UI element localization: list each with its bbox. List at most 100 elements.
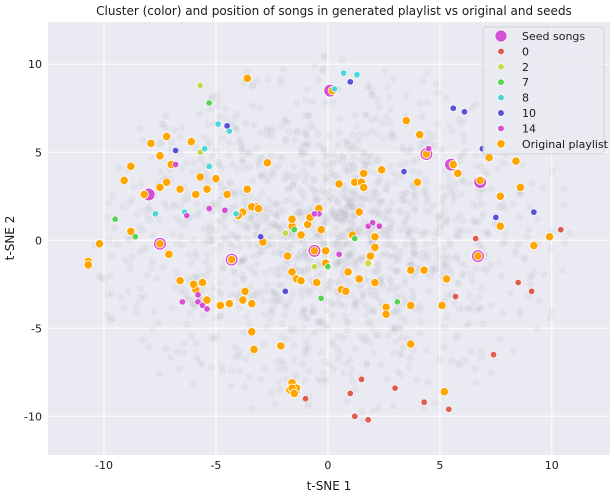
background-song-point <box>335 258 343 266</box>
background-song-point <box>169 202 177 211</box>
background-song-point <box>337 217 346 226</box>
background-song-point <box>140 292 148 301</box>
background-song-point <box>205 227 213 235</box>
original-playlist-point <box>354 274 364 284</box>
background-song-point <box>362 337 370 345</box>
background-song-point <box>409 158 417 166</box>
background-song-point <box>268 309 276 317</box>
background-song-point <box>460 116 468 125</box>
background-song-point <box>298 253 306 261</box>
background-song-point <box>328 337 337 345</box>
background-song-point <box>115 164 123 172</box>
background-song-point <box>281 169 289 178</box>
original-playlist-point <box>155 182 165 193</box>
cluster-10-point <box>460 108 468 116</box>
background-song-point <box>559 266 567 275</box>
background-song-point <box>282 137 290 145</box>
background-song-point <box>394 267 402 276</box>
background-song-point <box>341 254 349 263</box>
background-song-point <box>167 354 175 362</box>
background-song-point <box>210 335 218 343</box>
background-song-point <box>230 191 239 199</box>
original-playlist-point <box>312 277 322 288</box>
background-song-point <box>126 199 134 207</box>
original-playlist-point <box>175 276 185 286</box>
background-song-point <box>240 329 248 337</box>
original-playlist-point <box>439 387 449 397</box>
y-tick-label: 5 <box>35 146 42 159</box>
background-song-point <box>345 146 354 154</box>
background-song-point <box>287 241 295 249</box>
background-song-point <box>487 301 495 310</box>
background-song-point <box>442 251 450 259</box>
background-song-point <box>145 205 153 214</box>
background-song-point <box>465 305 473 313</box>
background-song-point <box>440 259 448 267</box>
background-song-point <box>299 238 307 246</box>
background-song-point <box>329 251 338 259</box>
background-song-point <box>424 255 432 263</box>
background-song-point <box>238 271 246 280</box>
background-song-point <box>278 122 286 130</box>
background-song-point <box>276 153 284 161</box>
background-song-point <box>200 225 208 233</box>
background-song-point <box>105 236 113 244</box>
background-song-point <box>303 133 311 141</box>
background-song-point <box>434 88 442 97</box>
background-song-point <box>413 376 421 384</box>
background-song-point <box>307 161 315 169</box>
background-song-point <box>268 220 276 228</box>
original-playlist-point <box>441 274 452 284</box>
background-song-point <box>339 153 348 161</box>
background-song-point <box>281 301 289 309</box>
background-song-point <box>268 233 276 241</box>
background-song-point <box>313 232 321 241</box>
background-song-point <box>373 204 382 212</box>
background-song-point <box>454 226 462 234</box>
background-song-point <box>341 163 350 172</box>
background-song-point <box>409 247 418 256</box>
background-song-point <box>373 287 381 295</box>
background-song-point <box>124 288 132 296</box>
background-song-point <box>125 259 133 267</box>
background-song-point <box>304 255 312 263</box>
background-song-point <box>310 124 318 132</box>
background-song-point <box>347 197 355 205</box>
background-song-point <box>177 288 185 296</box>
background-song-point <box>385 252 393 260</box>
background-song-point <box>108 252 116 260</box>
background-song-point <box>368 91 376 99</box>
background-song-point <box>264 76 272 84</box>
background-song-point <box>413 155 421 164</box>
original-playlist-point <box>359 168 369 178</box>
background-song-point <box>353 195 361 203</box>
background-song-point <box>342 167 350 175</box>
background-song-point <box>320 54 328 62</box>
background-song-point <box>219 265 227 273</box>
background-song-point <box>344 252 352 260</box>
background-song-point <box>560 238 569 246</box>
background-song-point <box>330 211 338 219</box>
background-song-point <box>322 172 331 180</box>
background-song-point <box>432 259 440 267</box>
cluster-8-point <box>331 85 339 93</box>
background-song-point <box>281 136 290 144</box>
background-song-point <box>370 307 378 315</box>
background-song-point <box>234 166 242 174</box>
background-song-point <box>263 204 271 212</box>
background-song-point <box>315 237 323 245</box>
background-song-point <box>168 304 176 312</box>
background-song-point <box>362 110 370 119</box>
background-song-point <box>268 389 276 397</box>
background-song-point <box>103 311 111 319</box>
background-song-point <box>474 202 482 210</box>
background-song-point <box>162 203 170 211</box>
background-song-point <box>434 212 442 221</box>
background-song-point <box>204 120 212 128</box>
background-song-point <box>258 173 266 181</box>
cluster-10-point <box>492 213 500 221</box>
background-song-point <box>359 195 367 203</box>
background-song-point <box>226 180 234 188</box>
background-song-point <box>319 64 328 72</box>
legend-label-original: Original playlist <box>522 138 609 151</box>
